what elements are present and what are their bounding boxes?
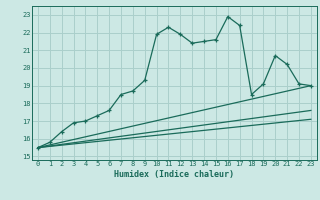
X-axis label: Humidex (Indice chaleur): Humidex (Indice chaleur) xyxy=(115,170,234,179)
